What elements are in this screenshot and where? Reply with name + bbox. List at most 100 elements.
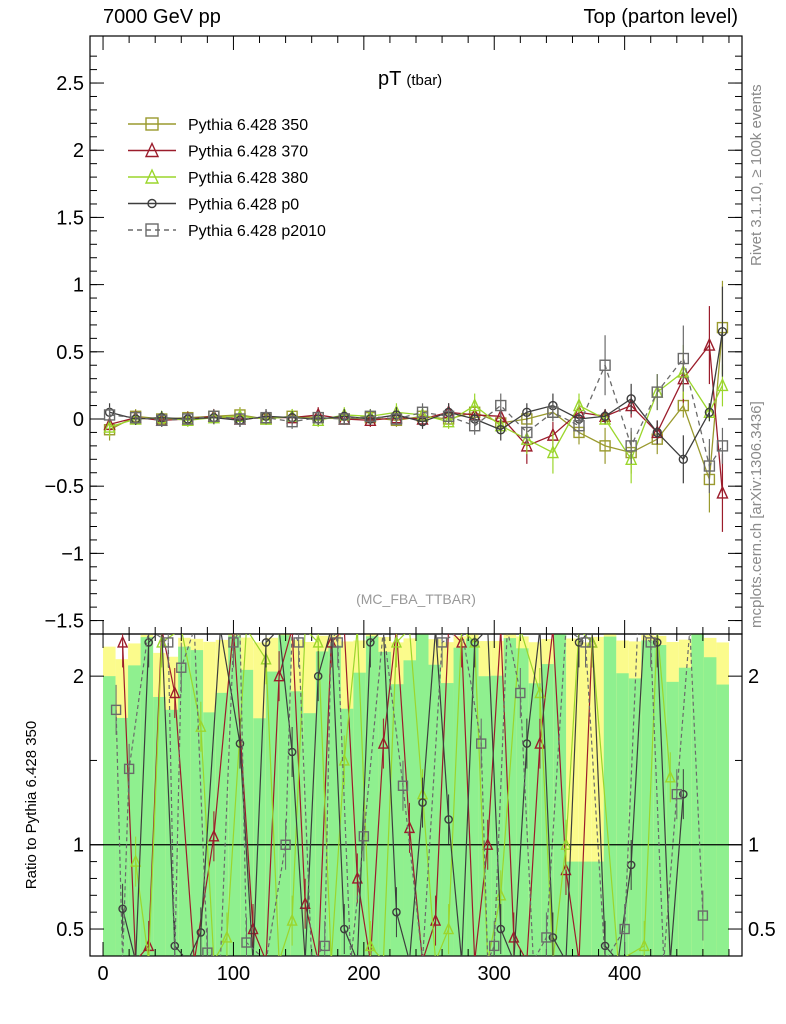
- marker-triangle: [377, 736, 389, 749]
- marker-circle: [548, 933, 558, 942]
- marker-circle: [392, 907, 401, 917]
- legend-label: Pythia 6.428 370: [188, 144, 308, 161]
- x-tick-label: 100: [217, 963, 250, 985]
- marker-square: [573, 420, 585, 432]
- plot-title: pT (tbar): [378, 68, 442, 90]
- marker-square: [163, 637, 174, 648]
- ratio-series-pythia-6.428-380: [130, 634, 676, 956]
- marker-circle: [574, 638, 584, 647]
- marker-square: [319, 940, 330, 952]
- legend: Pythia 6.428 350 Pythia 6.428 370 Pythia 6…: [128, 117, 326, 240]
- y-tick-label: 0.5: [56, 342, 84, 364]
- band-green: [328, 645, 341, 956]
- series-line: [109, 327, 724, 480]
- marker-square: [312, 411, 324, 424]
- marker-triangle: [286, 913, 298, 926]
- marker-triangle: [625, 451, 638, 466]
- band-green: [365, 636, 379, 956]
- marker-triangle: [390, 635, 403, 648]
- marker-square: [651, 386, 663, 398]
- watermark-label: (MC_FBA_TTBAR): [356, 591, 476, 607]
- marker-square: [677, 352, 690, 365]
- marker-triangle: [638, 938, 650, 952]
- marker-circle: [235, 739, 245, 748]
- marker-circle: [339, 924, 349, 934]
- marker-triangle: [364, 938, 376, 952]
- ratio-y-tick-label-right: 1: [748, 835, 759, 857]
- marker-triangle: [508, 930, 520, 943]
- ratio-plot-panel: 0.5 0.5 1 1 2 2 0 100 200 300 400 Ratio to Pythia 6…: [23, 633, 776, 985]
- marker-square: [364, 410, 377, 423]
- marker-square: [671, 788, 682, 800]
- ratio-y-tick-label-right: 0.5: [748, 919, 776, 941]
- band-green: [653, 645, 667, 956]
- marker-triangle: [208, 829, 220, 842]
- marker-square: [208, 410, 220, 423]
- marker-triangle: [144, 168, 160, 184]
- y-tick-label: −0.5: [45, 476, 84, 498]
- marker-circle: [600, 941, 610, 951]
- marker-square: [625, 440, 637, 452]
- marker-square: [580, 637, 591, 648]
- y-tick-label: −1.5: [45, 611, 84, 633]
- marker-circle: [522, 407, 532, 417]
- ratio-series-group: [110, 634, 709, 956]
- marker-square: [468, 420, 481, 432]
- series-pythia-6.428-p2010: [103, 325, 729, 494]
- marker-circle: [600, 411, 610, 422]
- y-tick-label: 1.5: [56, 207, 84, 229]
- ratio-y-tick-label: 1: [73, 835, 84, 857]
- marker-triangle: [482, 837, 494, 850]
- band-green: [128, 665, 141, 956]
- marker-square: [145, 117, 159, 131]
- band-green: [591, 861, 604, 956]
- marker-triangle: [572, 397, 586, 412]
- marker-square: [390, 413, 403, 425]
- marker-triangle: [312, 412, 325, 427]
- legend-label: Pythia 6.428 380: [188, 170, 308, 187]
- band-green: [190, 650, 204, 956]
- marker-triangle: [273, 668, 285, 682]
- band-green: [466, 638, 479, 956]
- marker-circle: [418, 798, 427, 807]
- band-green: [315, 651, 329, 956]
- band-green: [603, 636, 617, 956]
- band-green: [616, 673, 629, 956]
- marker-square: [286, 415, 298, 428]
- main-plot-panel: −1.5 −1 −0.5 0 0.5 1 1.5 2 2.5 pT (tbar) (MC_FBA_TT…: [45, 35, 743, 635]
- marker-square: [332, 637, 343, 648]
- marker-circle: [261, 638, 271, 647]
- band-green: [703, 657, 717, 956]
- marker-square: [716, 440, 729, 452]
- marker-square: [338, 413, 350, 425]
- marker-triangle: [144, 141, 160, 158]
- marker-circle: [678, 454, 689, 465]
- marker-square: [182, 413, 194, 425]
- marker-triangle: [468, 397, 481, 412]
- x-tick-label: 200: [347, 963, 380, 985]
- marker-square: [436, 637, 448, 648]
- marker-square: [599, 440, 611, 452]
- marker-square: [515, 687, 526, 699]
- band-green: [215, 692, 229, 956]
- marker-triangle: [664, 770, 676, 783]
- band-green: [516, 648, 529, 956]
- band-green: [303, 713, 316, 956]
- marker-triangle: [560, 837, 572, 850]
- marker-square: [547, 406, 559, 418]
- marker-triangle: [117, 635, 129, 648]
- marker-circle: [652, 427, 662, 438]
- band-green: [678, 667, 692, 956]
- marker-circle: [144, 638, 153, 647]
- ratio-y-tick-label-right: 2: [748, 666, 759, 688]
- marker-square: [619, 923, 630, 935]
- marker-triangle: [169, 685, 181, 699]
- marker-square: [358, 831, 370, 842]
- band-green: [641, 640, 654, 956]
- ratio-y-tick-label: 2: [73, 666, 84, 688]
- marker-triangle: [221, 930, 233, 943]
- band-green: [140, 637, 154, 956]
- y-tick-label: 1: [73, 275, 84, 297]
- band-green: [153, 696, 166, 956]
